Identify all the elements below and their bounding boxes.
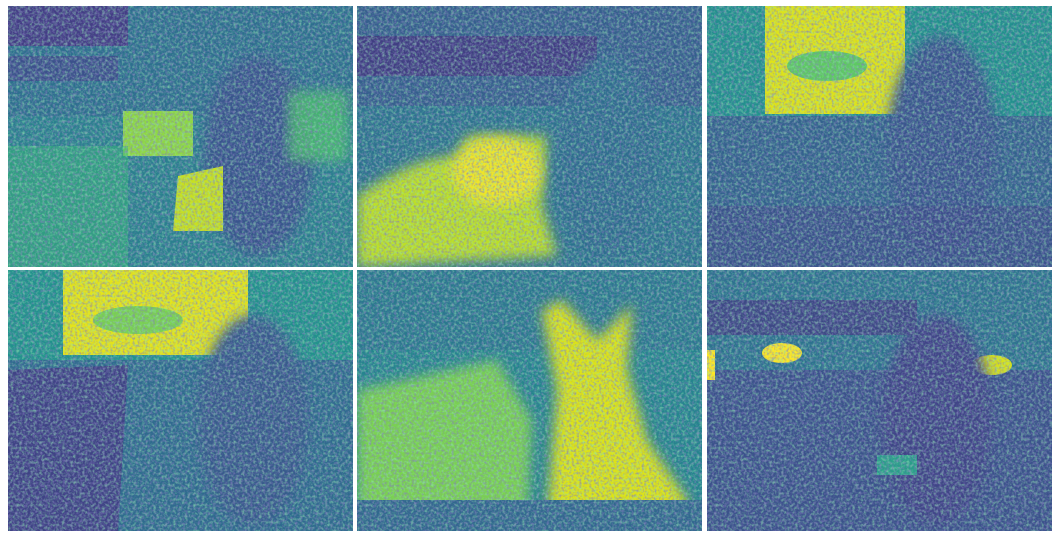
feature-map-panel — [707, 270, 1052, 531]
feature-map-panel — [8, 6, 353, 267]
feature-map-panel — [8, 270, 353, 531]
feature-map-panel — [357, 270, 702, 531]
feature-map-panel — [707, 6, 1052, 267]
feature-map-panel — [357, 6, 702, 267]
